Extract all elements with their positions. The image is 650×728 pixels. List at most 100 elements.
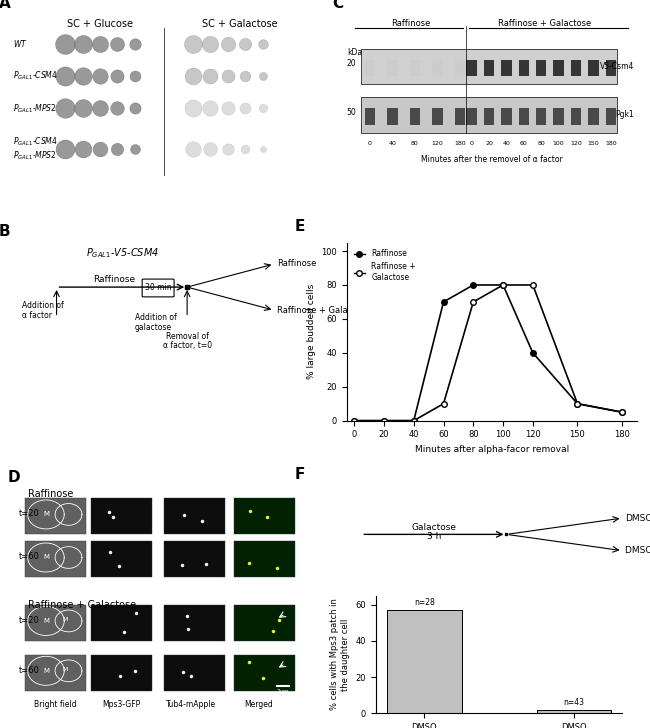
Line: Raffinose: Raffinose — [352, 282, 625, 424]
Text: 0: 0 — [368, 141, 372, 146]
Text: 50: 50 — [346, 108, 356, 117]
Text: Mps3-GFP: Mps3-GFP — [103, 700, 141, 709]
Text: 60: 60 — [520, 141, 528, 146]
Text: $P_{GAL1}$-$MPS2$: $P_{GAL1}$-$MPS2$ — [13, 102, 57, 115]
Text: 3 h: 3 h — [426, 532, 441, 541]
Y-axis label: % cells with Mps3 patch in
the daughter cell: % cells with Mps3 patch in the daughter … — [330, 598, 350, 711]
Text: n=43: n=43 — [564, 698, 584, 707]
Text: 0: 0 — [470, 141, 473, 146]
Bar — [571, 60, 581, 76]
Bar — [455, 108, 465, 124]
Bar — [25, 541, 86, 577]
Text: $P_{GAL1}$-V5-CSM4: $P_{GAL1}$-V5-CSM4 — [86, 246, 159, 260]
Bar — [164, 498, 225, 534]
Bar — [387, 60, 398, 76]
Text: Raffinose: Raffinose — [277, 259, 317, 269]
Text: t=60: t=60 — [19, 553, 40, 561]
Bar — [92, 498, 152, 534]
Text: 80: 80 — [538, 141, 545, 146]
Text: 100: 100 — [552, 141, 564, 146]
Bar — [233, 605, 294, 641]
Text: 30 min: 30 min — [145, 283, 172, 293]
Raffinose — [469, 280, 477, 289]
Bar — [164, 654, 225, 691]
Text: SC + Galactose: SC + Galactose — [202, 20, 277, 29]
Bar — [387, 610, 462, 713]
Text: 120: 120 — [570, 141, 582, 146]
Raffinose — [380, 416, 388, 425]
Text: B: B — [0, 224, 10, 239]
Text: E: E — [294, 218, 305, 234]
Bar — [365, 108, 375, 124]
Bar — [536, 60, 547, 76]
Text: 40: 40 — [389, 141, 396, 146]
Text: Merged: Merged — [244, 700, 272, 709]
Bar — [233, 654, 294, 691]
Text: Galactose: Galactose — [411, 523, 456, 532]
Bar — [432, 60, 443, 76]
Raffinose — [499, 280, 507, 289]
Text: M: M — [43, 668, 49, 674]
Bar — [519, 60, 529, 76]
FancyBboxPatch shape — [142, 279, 174, 297]
Y-axis label: % large budded cells: % large budded cells — [307, 284, 316, 379]
Raffinose — [410, 416, 418, 425]
Raffinose +
Galactose — [573, 400, 581, 408]
Text: C: C — [332, 0, 343, 12]
Text: Bright field: Bright field — [34, 700, 77, 709]
Bar — [361, 49, 617, 84]
Raffinose — [529, 349, 537, 357]
Bar — [606, 108, 616, 124]
Raffinose +
Galactose — [499, 280, 507, 289]
Bar — [484, 108, 494, 124]
Text: M: M — [63, 617, 68, 622]
Text: A: A — [0, 0, 10, 12]
Bar — [588, 108, 599, 124]
Text: $P_{GAL1}$-$CSM4$: $P_{GAL1}$-$CSM4$ — [13, 70, 58, 82]
Text: $WT$: $WT$ — [13, 38, 28, 50]
Text: M: M — [43, 555, 49, 561]
Bar — [588, 60, 599, 76]
Text: Raffinose + Galactose: Raffinose + Galactose — [277, 306, 370, 314]
Text: M: M — [63, 667, 68, 671]
Text: 80: 80 — [411, 141, 419, 146]
Raffinose +
Galactose — [350, 416, 358, 425]
Text: D: D — [7, 470, 20, 485]
Text: 120: 120 — [432, 141, 443, 146]
Text: 40: 40 — [502, 141, 510, 146]
Raffinose +
Galactose — [410, 416, 418, 425]
Bar — [410, 60, 420, 76]
Bar — [553, 60, 564, 76]
Text: n=28: n=28 — [414, 598, 435, 607]
Text: Pgk1: Pgk1 — [616, 111, 634, 119]
Text: Raffinose: Raffinose — [391, 20, 430, 28]
Text: Raffinose: Raffinose — [94, 274, 136, 284]
Raffinose +
Galactose — [469, 298, 477, 306]
Bar — [501, 60, 512, 76]
Bar — [365, 60, 375, 76]
Raffinose +
Galactose — [529, 280, 537, 289]
Raffinose +
Galactose — [439, 400, 447, 408]
Text: 180: 180 — [454, 141, 466, 146]
Text: $P_{GAL1}$-$CSM4$
$P_{GAL1}$-$MPS2$: $P_{GAL1}$-$CSM4$ $P_{GAL1}$-$MPS2$ — [13, 135, 58, 162]
Bar — [25, 498, 86, 534]
Bar — [410, 108, 420, 124]
Text: 20: 20 — [346, 60, 356, 68]
Bar — [25, 654, 86, 691]
Text: DMSO + Lat B: DMSO + Lat B — [625, 546, 650, 555]
Bar — [387, 108, 398, 124]
Text: 180: 180 — [605, 141, 617, 146]
Bar — [432, 108, 443, 124]
X-axis label: Minutes after alpha-facor removal: Minutes after alpha-facor removal — [415, 445, 569, 454]
Bar — [92, 605, 152, 641]
Bar — [455, 60, 465, 76]
Bar — [536, 108, 547, 124]
Bar — [92, 654, 152, 691]
Bar — [92, 541, 152, 577]
Text: Addition of
α factor: Addition of α factor — [21, 301, 64, 320]
Text: 2μm: 2μm — [277, 689, 289, 694]
Text: Removal of: Removal of — [166, 332, 209, 341]
Raffinose — [439, 298, 447, 306]
Text: Raffinose + Galactose: Raffinose + Galactose — [27, 600, 136, 610]
Text: Addition of
galactose: Addition of galactose — [135, 313, 177, 333]
